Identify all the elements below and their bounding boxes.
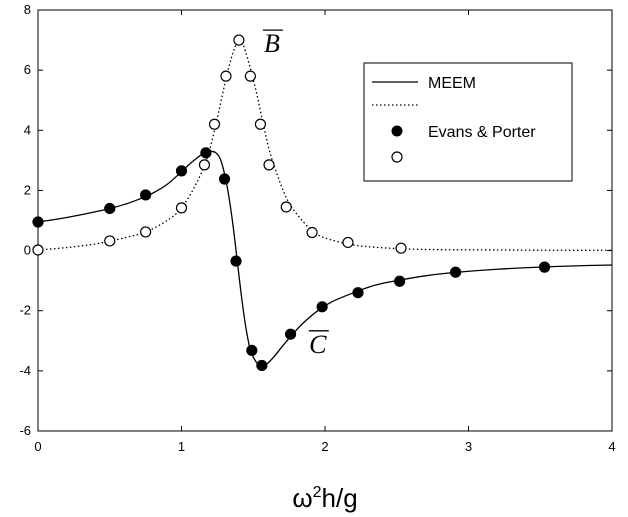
- evans-porter-point-c: [32, 216, 44, 228]
- y-tick-label: 4: [24, 122, 31, 137]
- x-axis: 0 1 2 3 4: [34, 10, 616, 454]
- evans-porter-point-b: [220, 70, 232, 82]
- evans-porter-point-c: [175, 165, 188, 177]
- evans-porter-point-b: [233, 34, 245, 46]
- evans-porter-point-b: [395, 242, 407, 254]
- evans-porter-point-b: [175, 202, 188, 214]
- evans-porter-point-b: [104, 235, 116, 247]
- x-tick-label: 0: [34, 439, 41, 454]
- evans-porter-point-c: [230, 255, 242, 267]
- evans-porter-point-c: [284, 328, 297, 340]
- x-tick-label: 3: [465, 439, 472, 454]
- evans-porter-point-b: [198, 159, 211, 171]
- annotations: BC: [262, 29, 329, 359]
- evans-porter-point-c: [316, 301, 328, 313]
- evans-porter-point-b: [254, 118, 267, 130]
- evans-porter-point-c: [200, 147, 212, 159]
- curve-label-b: B: [264, 29, 280, 58]
- evans-porter-point-c: [449, 266, 462, 278]
- evans-porter-point-b: [263, 159, 275, 171]
- evans-porter-point-b: [342, 236, 354, 249]
- y-tick-label: -4: [19, 363, 31, 378]
- meem-curve-c: [37, 150, 613, 367]
- markers: [32, 34, 551, 372]
- evans-porter-point-b: [306, 226, 318, 239]
- x-axis-title: ω2h/g: [292, 483, 357, 513]
- evans-porter-point-b: [32, 244, 44, 256]
- evans-porter-point-c: [394, 275, 406, 287]
- evans-porter-point-c: [140, 189, 152, 201]
- y-tick-label: 2: [24, 182, 31, 197]
- evans-porter-point-b: [244, 70, 256, 82]
- evans-porter-point-c: [246, 344, 258, 357]
- evans-porter-point-c: [218, 173, 231, 185]
- y-tick-label: 6: [24, 62, 31, 77]
- evans-porter-point-c: [538, 261, 551, 273]
- y-tick-label: -2: [19, 303, 31, 318]
- evans-porter-point-c: [352, 287, 364, 299]
- legend-label-evans-porter: Evans & Porter: [428, 124, 536, 141]
- y-axis: -6 -4 -2 0 2 4 6 8: [19, 2, 612, 438]
- legend-marker-open: [391, 151, 403, 163]
- evans-porter-point-b: [140, 226, 152, 238]
- legend-marker-filled: [391, 125, 403, 137]
- legend: MEEM Evans & Porter: [363, 62, 573, 182]
- y-tick-label: 8: [24, 2, 31, 17]
- y-tick-label: 0: [24, 243, 31, 258]
- curve-label-c: C: [309, 330, 327, 359]
- evans-porter-point-c: [104, 202, 116, 215]
- evans-porter-point-b: [208, 118, 221, 130]
- x-tick-label: 1: [178, 439, 185, 454]
- x-tick-label: 2: [321, 439, 328, 454]
- legend-label-meem: MEEM: [428, 75, 476, 92]
- x-tick-label: 4: [608, 439, 615, 454]
- evans-porter-point-b: [280, 201, 292, 213]
- evans-porter-point-c: [256, 359, 268, 372]
- y-tick-label: -6: [19, 423, 31, 438]
